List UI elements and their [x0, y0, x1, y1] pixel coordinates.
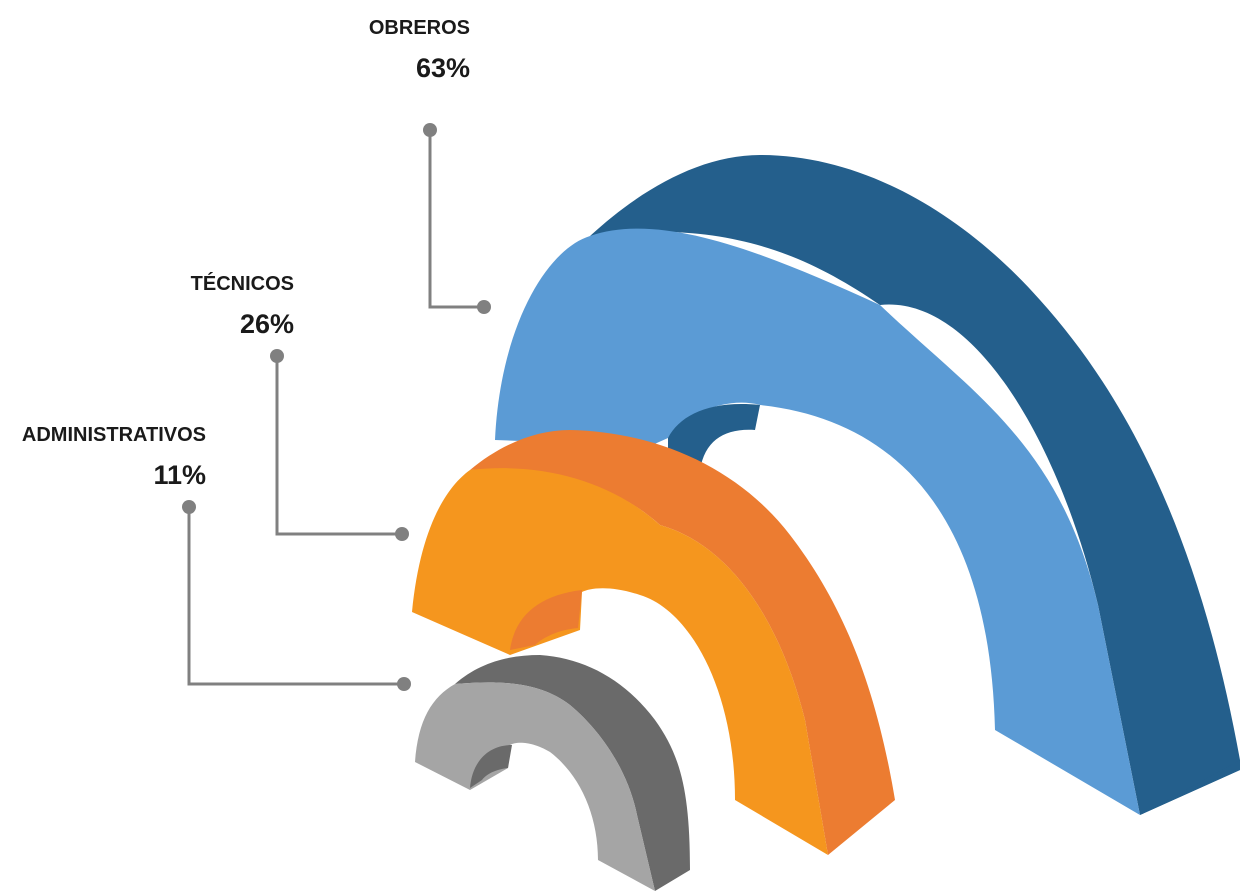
ring-administrativos-front	[415, 682, 655, 891]
leader-dot-obreros-end	[477, 300, 491, 314]
leader-dot-tecnicos-start	[270, 349, 284, 363]
value-administrativos: 11%	[153, 460, 206, 490]
label-obreros: OBREROS	[369, 17, 470, 39]
ring-tecnicos	[412, 430, 895, 855]
leader-dot-administrativos-start	[182, 500, 196, 514]
leader-administrativos	[182, 500, 411, 691]
ring-tecnicos-front	[412, 468, 828, 855]
ring-tecnicos-side	[470, 430, 895, 855]
leader-dot-obreros-start	[423, 123, 437, 137]
value-obreros: 63%	[416, 53, 470, 83]
leader-line-administrativos	[187, 507, 404, 686]
ring-obreros-side	[590, 155, 1240, 815]
ring-obreros-bottom-side	[995, 730, 1240, 815]
ring-administrativos	[415, 655, 690, 891]
label-administrativos: ADMINISTRATIVOS	[22, 424, 206, 446]
ring-administrativos-side	[455, 655, 690, 891]
ring-tecnicos-inner	[510, 590, 582, 650]
leader-dot-administrativos-end	[397, 677, 411, 691]
leader-line-obreros	[428, 130, 484, 309]
label-tecnicos: TÉCNICOS	[191, 272, 294, 295]
leader-tecnicos	[270, 349, 409, 541]
value-tecnicos: 26%	[240, 309, 294, 339]
leader-obreros	[423, 123, 491, 314]
ring-obreros-front	[495, 228, 1140, 815]
ring-administrativos-inner	[470, 745, 512, 788]
leader-line-tecnicos	[275, 356, 402, 536]
leader-dot-tecnicos-end	[395, 527, 409, 541]
